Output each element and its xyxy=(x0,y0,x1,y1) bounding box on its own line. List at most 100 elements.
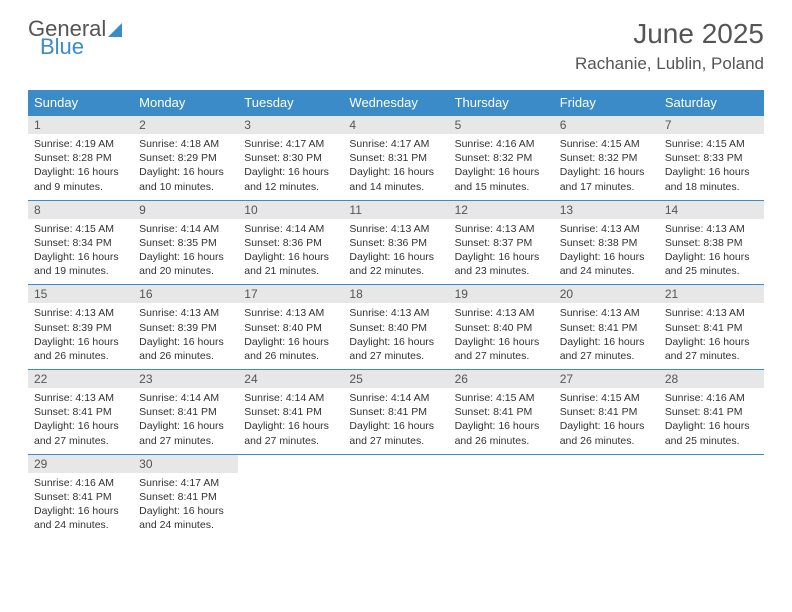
sunset-line: Sunset: 8:38 PM xyxy=(665,236,758,250)
day-body: Sunrise: 4:15 AMSunset: 8:32 PMDaylight:… xyxy=(554,134,659,200)
calendar-cell: 14Sunrise: 4:13 AMSunset: 8:38 PMDayligh… xyxy=(659,200,764,285)
sunrise-line: Sunrise: 4:14 AM xyxy=(244,222,337,236)
day-number: 11 xyxy=(343,201,448,219)
sunset-line: Sunset: 8:38 PM xyxy=(560,236,653,250)
day-body: Sunrise: 4:17 AMSunset: 8:30 PMDaylight:… xyxy=(238,134,343,200)
day-header-row: Sunday Monday Tuesday Wednesday Thursday… xyxy=(28,90,764,116)
sunrise-line: Sunrise: 4:14 AM xyxy=(139,222,232,236)
day-number: 18 xyxy=(343,285,448,303)
day-body: Sunrise: 4:15 AMSunset: 8:33 PMDaylight:… xyxy=(659,134,764,200)
day-body: Sunrise: 4:16 AMSunset: 8:41 PMDaylight:… xyxy=(659,388,764,454)
sunset-line: Sunset: 8:34 PM xyxy=(34,236,127,250)
calendar-cell: 25Sunrise: 4:14 AMSunset: 8:41 PMDayligh… xyxy=(343,370,448,455)
sunrise-line: Sunrise: 4:13 AM xyxy=(455,222,548,236)
calendar-cell: 1Sunrise: 4:19 AMSunset: 8:28 PMDaylight… xyxy=(28,116,133,201)
day-header: Wednesday xyxy=(343,90,448,116)
day-number: 16 xyxy=(133,285,238,303)
calendar-cell: 6Sunrise: 4:15 AMSunset: 8:32 PMDaylight… xyxy=(554,116,659,201)
logo-word-blue: Blue xyxy=(40,36,122,58)
day-number: 22 xyxy=(28,370,133,388)
day-body: Sunrise: 4:15 AMSunset: 8:34 PMDaylight:… xyxy=(28,219,133,285)
sunset-line: Sunset: 8:41 PM xyxy=(139,405,232,419)
logo: General Blue xyxy=(28,18,122,58)
sunset-line: Sunset: 8:32 PM xyxy=(455,151,548,165)
day-body: Sunrise: 4:13 AMSunset: 8:40 PMDaylight:… xyxy=(449,303,554,369)
day-number: 20 xyxy=(554,285,659,303)
calendar-cell: 15Sunrise: 4:13 AMSunset: 8:39 PMDayligh… xyxy=(28,285,133,370)
day-number: 6 xyxy=(554,116,659,134)
calendar-cell: 24Sunrise: 4:14 AMSunset: 8:41 PMDayligh… xyxy=(238,370,343,455)
sunrise-line: Sunrise: 4:13 AM xyxy=(34,391,127,405)
day-number: 24 xyxy=(238,370,343,388)
day-body: Sunrise: 4:16 AMSunset: 8:41 PMDaylight:… xyxy=(28,473,133,539)
daylight-line: Daylight: 16 hours and 21 minutes. xyxy=(244,250,337,278)
day-header: Sunday xyxy=(28,90,133,116)
sunrise-line: Sunrise: 4:13 AM xyxy=(665,222,758,236)
calendar-cell: 30Sunrise: 4:17 AMSunset: 8:41 PMDayligh… xyxy=(133,454,238,538)
day-number: 3 xyxy=(238,116,343,134)
calendar-cell: .. xyxy=(343,454,448,538)
sunrise-line: Sunrise: 4:15 AM xyxy=(455,391,548,405)
daylight-line: Daylight: 16 hours and 27 minutes. xyxy=(139,419,232,447)
daylight-line: Daylight: 16 hours and 26 minutes. xyxy=(244,335,337,363)
sunset-line: Sunset: 8:29 PM xyxy=(139,151,232,165)
sunrise-line: Sunrise: 4:13 AM xyxy=(139,306,232,320)
sunset-line: Sunset: 8:41 PM xyxy=(560,321,653,335)
sunset-line: Sunset: 8:41 PM xyxy=(665,321,758,335)
sunrise-line: Sunrise: 4:13 AM xyxy=(560,306,653,320)
calendar-cell: 7Sunrise: 4:15 AMSunset: 8:33 PMDaylight… xyxy=(659,116,764,201)
day-number: 17 xyxy=(238,285,343,303)
sunrise-line: Sunrise: 4:15 AM xyxy=(560,391,653,405)
day-number: 8 xyxy=(28,201,133,219)
calendar-cell: 27Sunrise: 4:15 AMSunset: 8:41 PMDayligh… xyxy=(554,370,659,455)
day-body: Sunrise: 4:13 AMSunset: 8:38 PMDaylight:… xyxy=(659,219,764,285)
calendar-cell: 13Sunrise: 4:13 AMSunset: 8:38 PMDayligh… xyxy=(554,200,659,285)
calendar-cell: 9Sunrise: 4:14 AMSunset: 8:35 PMDaylight… xyxy=(133,200,238,285)
calendar-cell: .. xyxy=(554,454,659,538)
daylight-line: Daylight: 16 hours and 14 minutes. xyxy=(349,165,442,193)
day-body: Sunrise: 4:17 AMSunset: 8:31 PMDaylight:… xyxy=(343,134,448,200)
sunrise-line: Sunrise: 4:15 AM xyxy=(560,137,653,151)
day-body: Sunrise: 4:13 AMSunset: 8:36 PMDaylight:… xyxy=(343,219,448,285)
location: Rachanie, Lublin, Poland xyxy=(575,54,764,74)
sunset-line: Sunset: 8:40 PM xyxy=(244,321,337,335)
sunrise-line: Sunrise: 4:13 AM xyxy=(34,306,127,320)
sunrise-line: Sunrise: 4:16 AM xyxy=(34,476,127,490)
day-body: Sunrise: 4:13 AMSunset: 8:39 PMDaylight:… xyxy=(133,303,238,369)
daylight-line: Daylight: 16 hours and 26 minutes. xyxy=(455,419,548,447)
sunset-line: Sunset: 8:36 PM xyxy=(244,236,337,250)
sunrise-line: Sunrise: 4:15 AM xyxy=(665,137,758,151)
sunset-line: Sunset: 8:31 PM xyxy=(349,151,442,165)
header: General Blue June 2025 Rachanie, Lublin,… xyxy=(0,0,792,84)
calendar-cell: 2Sunrise: 4:18 AMSunset: 8:29 PMDaylight… xyxy=(133,116,238,201)
daylight-line: Daylight: 16 hours and 26 minutes. xyxy=(139,335,232,363)
day-body: Sunrise: 4:13 AMSunset: 8:41 PMDaylight:… xyxy=(659,303,764,369)
daylight-line: Daylight: 16 hours and 27 minutes. xyxy=(34,419,127,447)
calendar-row: 29Sunrise: 4:16 AMSunset: 8:41 PMDayligh… xyxy=(28,454,764,538)
daylight-line: Daylight: 16 hours and 25 minutes. xyxy=(665,419,758,447)
day-body: Sunrise: 4:13 AMSunset: 8:41 PMDaylight:… xyxy=(28,388,133,454)
day-header: Tuesday xyxy=(238,90,343,116)
day-body: Sunrise: 4:14 AMSunset: 8:41 PMDaylight:… xyxy=(133,388,238,454)
day-number: 30 xyxy=(133,455,238,473)
day-body: Sunrise: 4:14 AMSunset: 8:41 PMDaylight:… xyxy=(343,388,448,454)
sunset-line: Sunset: 8:41 PM xyxy=(455,405,548,419)
day-body: Sunrise: 4:17 AMSunset: 8:41 PMDaylight:… xyxy=(133,473,238,539)
daylight-line: Daylight: 16 hours and 25 minutes. xyxy=(665,250,758,278)
day-body: Sunrise: 4:13 AMSunset: 8:37 PMDaylight:… xyxy=(449,219,554,285)
day-body: Sunrise: 4:18 AMSunset: 8:29 PMDaylight:… xyxy=(133,134,238,200)
daylight-line: Daylight: 16 hours and 27 minutes. xyxy=(349,335,442,363)
daylight-line: Daylight: 16 hours and 19 minutes. xyxy=(34,250,127,278)
day-header: Thursday xyxy=(449,90,554,116)
sunset-line: Sunset: 8:35 PM xyxy=(139,236,232,250)
sunrise-line: Sunrise: 4:14 AM xyxy=(349,391,442,405)
daylight-line: Daylight: 16 hours and 18 minutes. xyxy=(665,165,758,193)
sunrise-line: Sunrise: 4:13 AM xyxy=(349,306,442,320)
daylight-line: Daylight: 16 hours and 24 minutes. xyxy=(34,504,127,532)
calendar-cell: 18Sunrise: 4:13 AMSunset: 8:40 PMDayligh… xyxy=(343,285,448,370)
day-number: 10 xyxy=(238,201,343,219)
day-number: 25 xyxy=(343,370,448,388)
daylight-line: Daylight: 16 hours and 15 minutes. xyxy=(455,165,548,193)
calendar-cell: 29Sunrise: 4:16 AMSunset: 8:41 PMDayligh… xyxy=(28,454,133,538)
sunrise-line: Sunrise: 4:19 AM xyxy=(34,137,127,151)
